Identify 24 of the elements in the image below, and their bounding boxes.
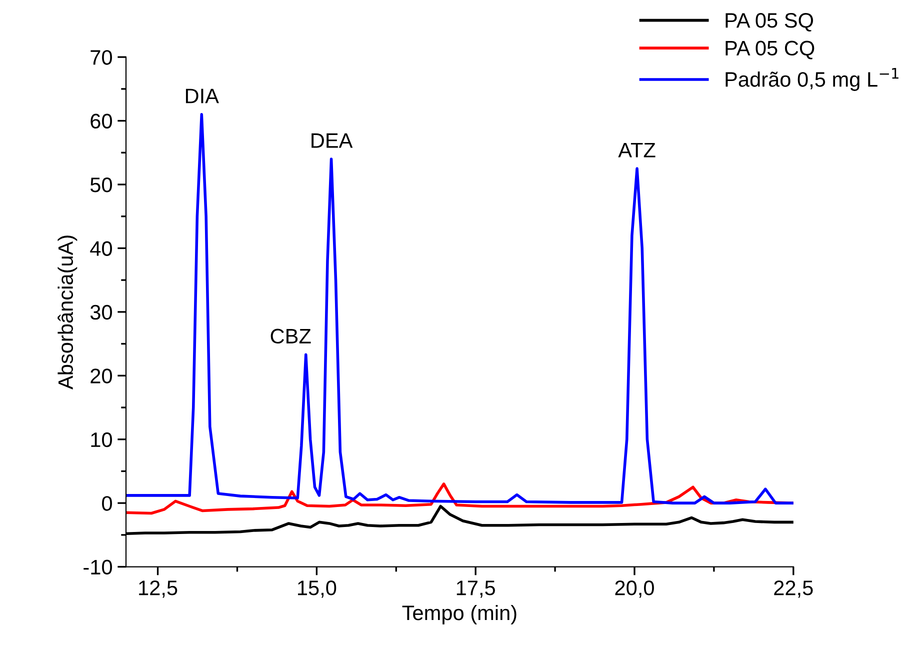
line-series [126,113,794,504]
legend-label: PA 05 CQ [726,40,814,60]
x-tick-label: 15,0 [298,580,336,598]
x-axis-title: Tempo (min) [402,604,516,624]
y-axis-title: Absorbância(uA) [58,236,78,390]
y-tick-label: 10 [91,432,112,448]
y-tick-label: 20 [90,368,112,384]
legend-label: Padrão 0,5 mg L$^{−1}$ [726,68,898,91]
annotation: DEA [312,133,353,148]
y-tick-label: 60 [90,114,112,129]
legend-label: PA 05 SQ [726,13,814,32]
annotation: DIA [186,88,219,104]
y-tick-label: 30 [90,304,112,320]
y-tick-label: 40 [90,241,112,256]
y-tick-label: 0 [102,496,112,511]
x-tick-label: 22,5 [774,580,813,598]
y-tick-label: 70 [90,50,112,65]
annotation: CBZ [270,328,311,344]
y-tick-label: -10 [84,560,112,575]
x-tick-label: 17,5 [456,580,495,598]
annotation: ATZ [618,142,656,158]
y-tick-label: 50 [90,178,112,192]
x-tick-label: 20,0 [615,580,654,598]
x-tick-label: 12,5 [139,580,178,598]
